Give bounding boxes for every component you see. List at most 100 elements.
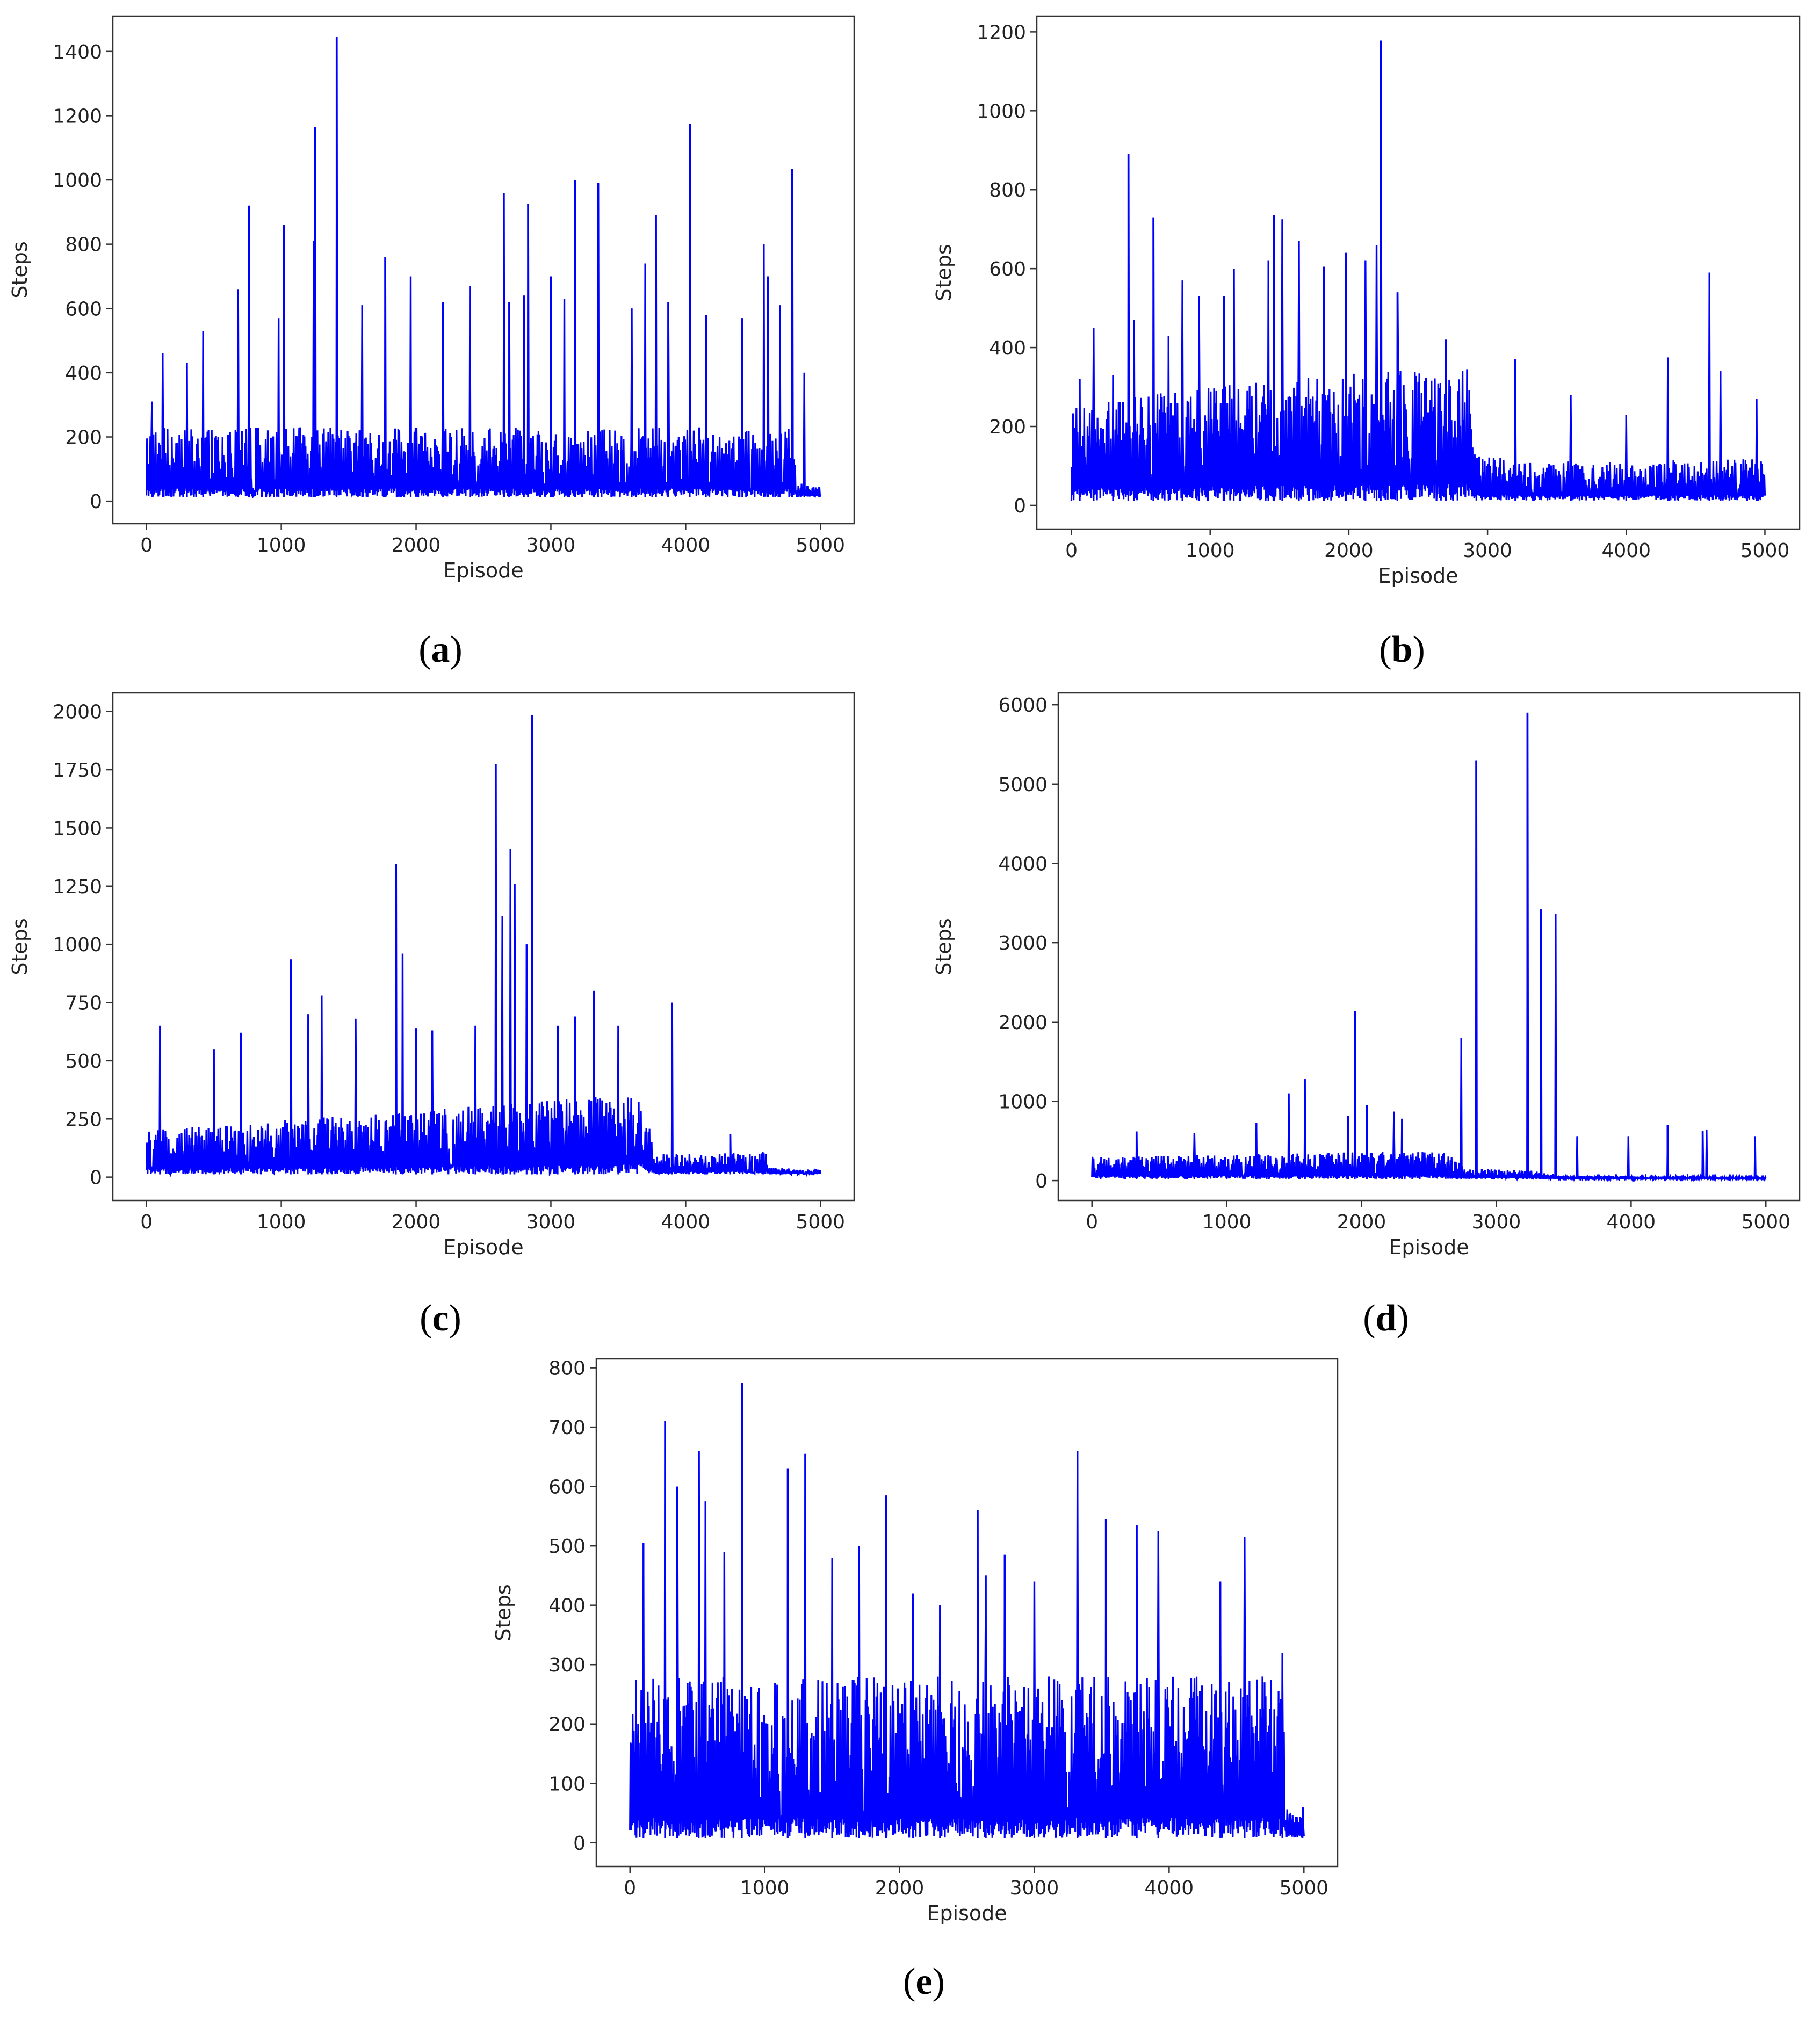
chart-b-ytick-label-3: 600 — [989, 258, 1026, 280]
chart-c-ytick-label-8: 2000 — [53, 701, 102, 723]
chart-e-xtick-label-2: 2000 — [875, 1877, 925, 1899]
caption-a-close: ) — [450, 629, 463, 670]
chart-e-ytick-label-4: 400 — [548, 1595, 586, 1617]
chart-e-svg: 0 1000 2000 3000 4000 5000 0 100 200 300 400 500 600… — [492, 1358, 1339, 1925]
chart-b-ytick-label-2: 400 — [989, 337, 1026, 359]
chart-c-xtick-label-5: 5000 — [796, 1211, 845, 1233]
chart-e-ytick-label-8: 800 — [548, 1358, 586, 1380]
caption-a-letter: a — [431, 629, 450, 670]
chart-e-xtick-label-5: 5000 — [1279, 1877, 1328, 1899]
chart-a-series-line — [146, 37, 821, 499]
chart-d-ytick-label-5: 5000 — [998, 774, 1048, 796]
chart-a-xtick-label-5: 5000 — [796, 534, 845, 556]
chart-e-xtick-label-1: 1000 — [740, 1877, 790, 1899]
chart-b-xtick-label-1: 1000 — [1186, 540, 1235, 562]
chart-e-ytick-label-1: 100 — [548, 1773, 586, 1795]
chart-c-xtick-label-3: 3000 — [526, 1211, 576, 1233]
chart-c-ytick-label-6: 1500 — [53, 817, 102, 840]
chart-b-xtick-label-0: 0 — [1065, 540, 1078, 562]
chart-d-ylabel: Steps — [932, 918, 956, 975]
chart-c-ytick-label-2: 500 — [65, 1051, 102, 1073]
chart-d-xtick-label-4: 4000 — [1607, 1211, 1656, 1233]
chart-c-frame — [112, 692, 855, 1202]
chart-d-ytick-label-6: 6000 — [998, 694, 1048, 717]
chart-a-ytick-label-5: 1000 — [53, 170, 102, 192]
chart-e-ytick-label-0: 0 — [573, 1833, 586, 1855]
chart-b-ylabel: Steps — [932, 244, 956, 301]
chart-e-ytick-label-7: 700 — [548, 1417, 586, 1439]
chart-b-ytick-label-5: 1000 — [977, 100, 1026, 122]
chart-d-ytick-label-1: 1000 — [998, 1091, 1048, 1113]
chart-d-ytick-label-3: 3000 — [998, 932, 1048, 954]
chart-a-ytick-label-4: 800 — [65, 234, 102, 256]
chart-d-series-line — [1091, 712, 1767, 1183]
caption-a-open: ( — [418, 629, 431, 670]
chart-b-xtick-label-3: 3000 — [1463, 540, 1512, 562]
chart-c-svg: 0 1000 2000 3000 4000 5000 0 250 500 750 1000 1250 1… — [8, 692, 855, 1259]
chart-a-xtick-label-3: 3000 — [526, 534, 576, 556]
chart-c-ylabel: Steps — [8, 918, 32, 975]
chart-a-ytick-label-1: 200 — [65, 427, 102, 449]
caption-b: (b) — [1321, 628, 1483, 671]
chart-e-ytick-label-6: 600 — [548, 1477, 586, 1499]
chart-d-ytick-label-4: 4000 — [998, 853, 1048, 875]
chart-c-ytick-label-0: 0 — [90, 1167, 102, 1189]
chart-e-series-line — [629, 1383, 1305, 1839]
chart-a-xtick-label-1: 1000 — [257, 534, 306, 556]
chart-a-xtick-label-4: 4000 — [661, 534, 711, 556]
caption-c-open: ( — [420, 1298, 432, 1339]
chart-a-xlabel: Episode — [443, 559, 523, 582]
chart-e-ylabel: Steps — [492, 1584, 515, 1641]
chart-a-xtick-label-0: 0 — [140, 534, 153, 556]
chart-a-frame — [112, 15, 855, 525]
chart-c-ytick-label-5: 1250 — [53, 876, 102, 898]
chart-e-xtick-label-4: 4000 — [1145, 1877, 1194, 1899]
chart-e-xtick-label-3: 3000 — [1010, 1877, 1059, 1899]
chart-a-ylabel: Steps — [8, 241, 32, 298]
caption-d-open: ( — [1363, 1298, 1376, 1339]
chart-a-svg: 0 1000 2000 3000 4000 5000 0 200 400 600 800 1000 12… — [8, 15, 855, 582]
caption-c-letter: c — [432, 1298, 449, 1339]
chart-c-xtick-label-4: 4000 — [661, 1211, 711, 1233]
chart-d-svg: 0 1000 2000 3000 4000 5000 0 1000 2000 3000 4000 50… — [932, 692, 1801, 1259]
chart-c-ytick-label-1: 250 — [65, 1109, 102, 1131]
caption-d: (d) — [1305, 1297, 1467, 1340]
caption-b-letter: b — [1391, 629, 1413, 670]
caption-c: (c) — [360, 1297, 521, 1340]
chart-c-xtick-label-1: 1000 — [257, 1211, 306, 1233]
caption-d-close: ) — [1396, 1298, 1409, 1339]
chart-e-xlabel: Episode — [927, 1901, 1007, 1925]
chart-d-ytick-label-0: 0 — [1035, 1170, 1048, 1192]
chart-d-xtick-label-3: 3000 — [1472, 1211, 1521, 1233]
chart-e-xtick-label-0: 0 — [624, 1877, 636, 1899]
chart-d-frame — [1057, 692, 1801, 1202]
chart-d-xtick-label-5: 5000 — [1741, 1211, 1790, 1233]
chart-b-frame — [1036, 15, 1801, 530]
chart-c-ytick-label-4: 1000 — [53, 934, 102, 956]
chart-e-ytick-label-3: 300 — [548, 1654, 586, 1676]
chart-e-ytick-label-2: 200 — [548, 1714, 586, 1736]
caption-d-letter: d — [1375, 1298, 1397, 1339]
chart-b-series-line — [1070, 40, 1766, 501]
caption-b-close: ) — [1412, 629, 1425, 670]
chart-a-ytick-label-0: 0 — [90, 491, 102, 513]
chart-d-xtick-label-0: 0 — [1086, 1211, 1098, 1233]
chart-a-ytick-label-2: 400 — [65, 363, 102, 385]
chart-e-frame — [595, 1358, 1339, 1868]
chart-a-ytick-label-3: 600 — [65, 298, 102, 320]
caption-a: (a) — [360, 628, 521, 671]
chart-d-xtick-label-2: 2000 — [1337, 1211, 1386, 1233]
chart-a-ytick-label-6: 1200 — [53, 105, 102, 127]
chart-c-xlabel: Episode — [443, 1235, 523, 1259]
chart-b-xlabel: Episode — [1378, 564, 1458, 588]
chart-c-xtick-label-2: 2000 — [392, 1211, 441, 1233]
chart-b-ytick-label-4: 800 — [989, 179, 1026, 201]
chart-b-xtick-label-4: 4000 — [1601, 540, 1651, 562]
caption-c-close: ) — [449, 1298, 461, 1339]
chart-b-xtick-label-2: 2000 — [1324, 540, 1374, 562]
chart-c-series-line — [146, 715, 821, 1178]
chart-b-xtick-label-5: 5000 — [1740, 540, 1790, 562]
caption-e: (e) — [843, 1960, 1005, 2003]
chart-e-ytick-label-5: 500 — [548, 1536, 586, 1558]
caption-b-open: ( — [1379, 629, 1392, 670]
